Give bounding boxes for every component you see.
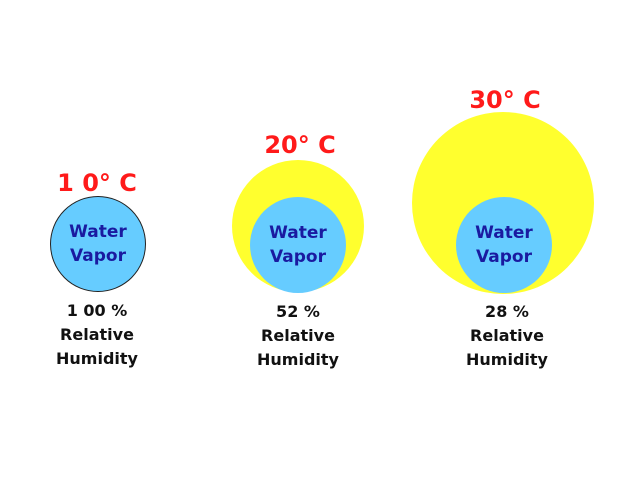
- temperature-label: 20° C: [264, 131, 336, 159]
- temperature-label: 1 0° C: [57, 169, 137, 197]
- humidity-label: Humidity: [257, 350, 339, 369]
- vapor-label: Vapor: [70, 246, 126, 266]
- humidity-label: Humidity: [56, 349, 138, 368]
- water-label: Water: [269, 223, 327, 243]
- water-label: Water: [69, 222, 127, 242]
- humidity-value: 52 %: [276, 302, 320, 321]
- relative-humidity-text: 52 % Relative Humidity: [257, 300, 339, 372]
- humidity-value: 1 00 %: [66, 301, 128, 320]
- relative-label: Relative: [60, 325, 134, 344]
- relative-humidity-text: 28 % Relative Humidity: [466, 300, 548, 372]
- relative-label: Relative: [261, 326, 335, 345]
- relative-humidity-text: 1 00 % Relative Humidity: [56, 299, 138, 371]
- water-vapor-circle: Water Vapor: [456, 197, 552, 293]
- vapor-label: Vapor: [270, 247, 326, 267]
- relative-label: Relative: [470, 326, 544, 345]
- temperature-label: 30° C: [469, 86, 541, 114]
- humidity-value: 28 %: [485, 302, 529, 321]
- water-vapor-circle: Water Vapor: [50, 196, 146, 292]
- water-label: Water: [475, 223, 533, 243]
- humidity-label: Humidity: [466, 350, 548, 369]
- vapor-label: Vapor: [476, 247, 532, 267]
- water-vapor-circle: Water Vapor: [250, 197, 346, 293]
